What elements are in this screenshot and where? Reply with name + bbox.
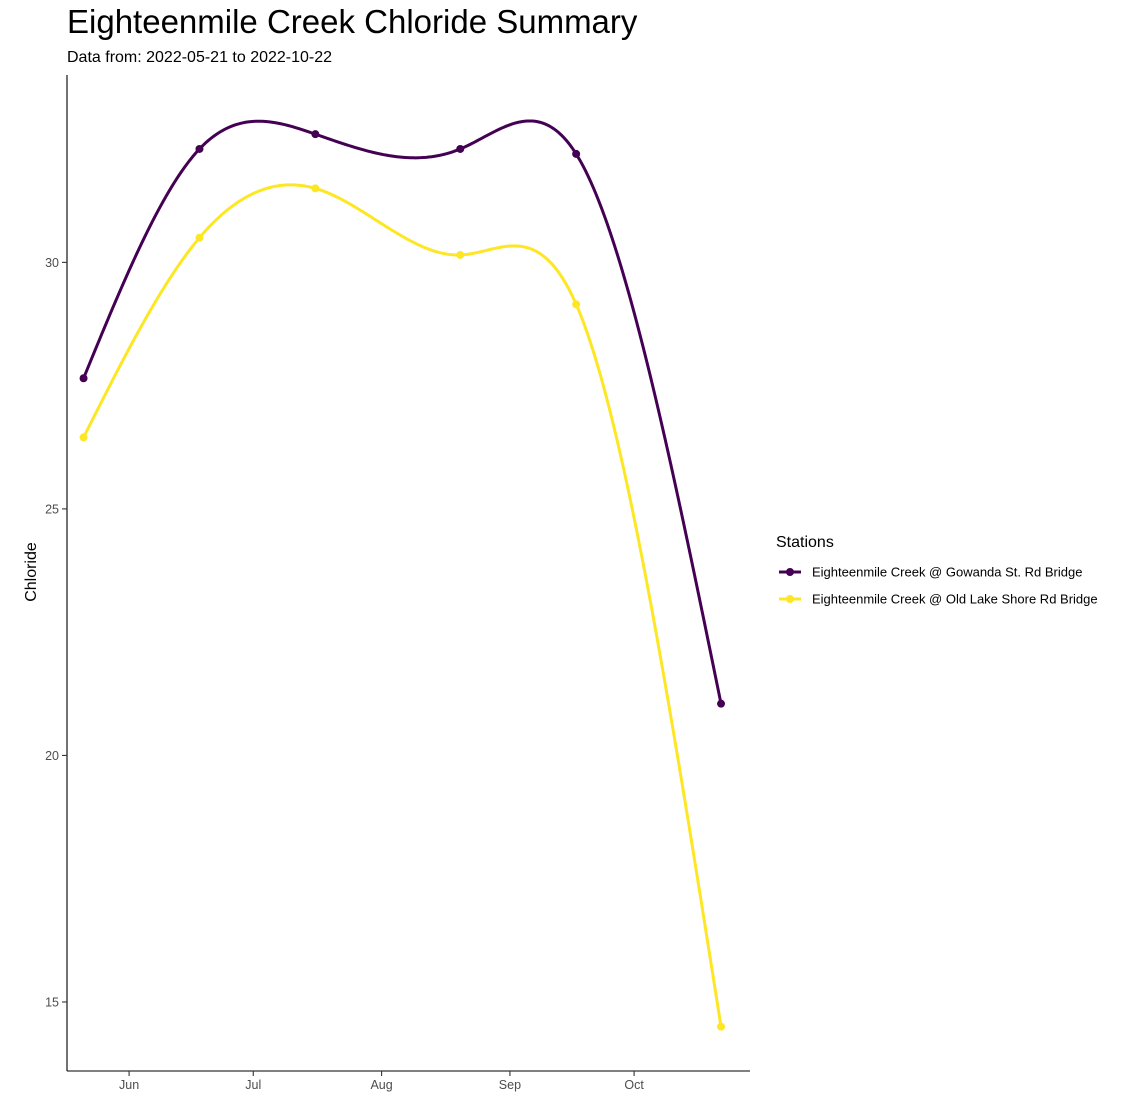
data-point-2-4 [456, 250, 465, 259]
data-point-2-3 [311, 184, 320, 193]
data-point-2-5 [572, 300, 581, 309]
chart-subtitle: Data from: 2022-05-21 to 2022-10-22 [67, 49, 332, 66]
legend-title: Stations [776, 534, 834, 551]
data-point-1-1 [79, 374, 88, 383]
x-tick-label-oct: Oct [624, 1078, 644, 1092]
chart-title: Eighteenmile Creek Chloride Summary [67, 3, 638, 40]
data-point-1-2 [195, 144, 204, 153]
axes: 15 20 25 30 Jun Jul Aug Sep Oct [45, 75, 750, 1092]
y-tick-label-20: 20 [45, 749, 59, 763]
series-layer [79, 119, 726, 1031]
legend: Stations Eighteenmile Creek @ Gowanda St… [776, 534, 1098, 607]
data-point-2-2 [195, 233, 204, 242]
data-point-1-6 [717, 699, 726, 708]
legend-key-point-1 [786, 568, 794, 576]
y-tick-label-25: 25 [45, 502, 59, 516]
x-tick-label-jul: Jul [245, 1078, 261, 1092]
data-point-1-4 [456, 144, 465, 153]
data-point-2-6 [717, 1022, 726, 1031]
legend-key-point-2 [786, 595, 794, 603]
x-tick-label-aug: Aug [370, 1078, 392, 1092]
series-line-1 [82, 119, 723, 704]
data-point-1-5 [572, 149, 581, 158]
series-line-2 [82, 183, 723, 1027]
legend-label-eighteenmile-creek-old-lake-shore-rd-bridge: Eighteenmile Creek @ Old Lake Shore Rd B… [812, 592, 1098, 607]
x-tick-label-jun: Jun [119, 1078, 139, 1092]
y-tick-label-30: 30 [45, 256, 59, 270]
data-point-1-3 [311, 130, 320, 139]
legend-label-eighteenmile-creek-gowanda-st-rd-bridge: Eighteenmile Creek @ Gowanda St. Rd Brid… [812, 565, 1082, 580]
x-tick-label-sep: Sep [499, 1078, 521, 1092]
y-axis-title: Chloride [23, 542, 40, 602]
data-point-2-1 [79, 433, 88, 442]
y-tick-label-15: 15 [45, 995, 59, 1009]
